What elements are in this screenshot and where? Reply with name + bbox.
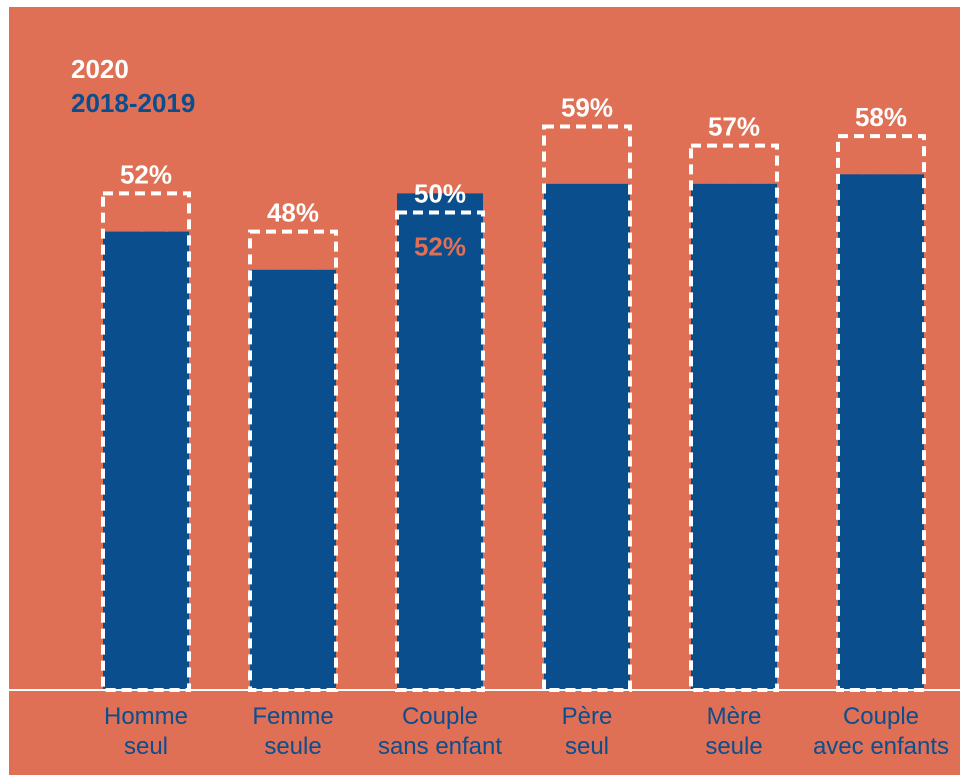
category-label: Mère [707, 703, 762, 730]
value-label-2018-2019: 44% [267, 246, 319, 276]
chart-panel: 2020 2018-2019 52% 48% 48% 44% 50% 52% 59% 53% 5… [9, 7, 960, 775]
value-label-2018-2019: 53% [708, 160, 760, 190]
value-label-2020: 59% [561, 93, 613, 123]
value-label-2020: 58% [855, 102, 907, 132]
bar-2018-2019 [103, 231, 189, 690]
category-label: sans enfant [378, 733, 502, 760]
legend-item-2020: 2020 [71, 54, 129, 84]
category-label: seule [705, 733, 762, 760]
bar-2018-2019 [691, 183, 777, 690]
legend: 2020 2018-2019 [71, 54, 195, 118]
bars-2018-2019 [103, 174, 924, 691]
bar-2018-2019 [838, 174, 924, 691]
category-label: Homme [104, 703, 188, 730]
bar-2018-2019 [397, 193, 483, 690]
legend-item-2018-2019: 2018-2019 [71, 88, 195, 118]
category-label: Couple [402, 703, 478, 730]
value-label-2018-2019: 52% [414, 231, 466, 261]
bar-2018-2019 [250, 269, 336, 690]
bar-2018-2019 [544, 183, 630, 690]
category-label: Père [562, 703, 613, 730]
category-label: seul [565, 733, 609, 760]
category-label: seul [124, 733, 168, 760]
value-label-2018-2019: 54% [855, 150, 907, 180]
category-label: Couple [843, 703, 919, 730]
value-label-2020: 50% [414, 179, 466, 209]
category-label: avec enfants [813, 733, 949, 760]
bar-chart: 2020 2018-2019 52%48% 48%44%50%52%59%53%5… [9, 54, 960, 760]
category-label: Femme [252, 703, 333, 730]
category-label: seule [264, 733, 321, 760]
value-label-2020: 52% [120, 159, 172, 189]
value-label-2020: 48% [267, 198, 319, 228]
bar-2020-outline [395, 210, 485, 692]
value-label-2018-2019: 53% [561, 141, 613, 171]
value-labels: 52% 48% 48% 44% 50% 52% 59% 53% 57% 53% 58% 54% [120, 93, 907, 276]
value-label-2018-2019: 48% [120, 207, 172, 237]
value-label-2020: 57% [708, 112, 760, 142]
bars-2020 [101, 124, 926, 693]
category-labels: Homme seul Femme seule Couple sans enfant Père… [104, 703, 949, 760]
